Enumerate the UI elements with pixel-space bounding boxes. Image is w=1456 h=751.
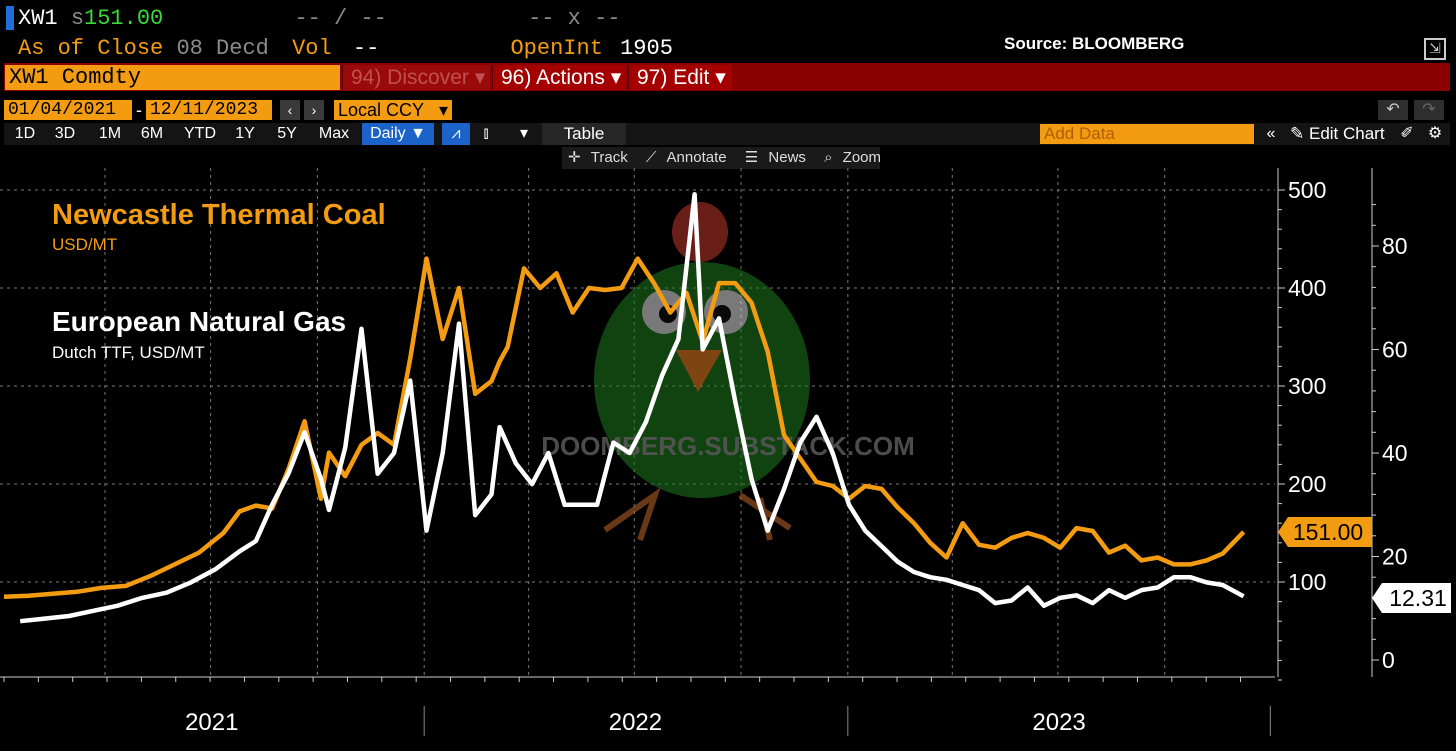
mascot-watermark [594,202,810,541]
end-date-field[interactable]: 12/11/2023 [146,100,272,120]
next-period-button[interactable]: › [304,100,324,120]
vol-value: -- [352,36,380,61]
track-tool[interactable]: ✛ Track [568,149,628,166]
chevron-right-icon: › [311,102,317,118]
y-tick-label-left: 500 [1288,177,1326,203]
range-1d[interactable]: 1D [14,125,36,142]
y-tick-label-right: 20 [1382,544,1408,570]
legend-coal-title: Newcastle Thermal Coal [52,199,386,231]
add-data-input[interactable]: Add Data [1040,124,1254,144]
range-ytd[interactable]: YTD [184,125,216,142]
last-price: 151.00 [84,6,164,31]
x-tick-label: 2023 [1032,709,1085,736]
watermark-text: DOOMBERG.SUBSTACK.COM [541,431,915,461]
openint-value: 1905 [620,36,673,61]
as-of-date: 08 Decd [176,36,269,61]
edit-chart-button[interactable]: ✎ Edit Chart [1290,123,1385,145]
legend-coal-unit: USD/MT [52,235,117,254]
collapse-icon[interactable]: « [1266,125,1276,142]
undo-button[interactable]: ↶ [1378,100,1408,120]
range-6m[interactable]: 6M [140,125,164,142]
range-3d[interactable]: 3D [54,125,76,142]
coal-last-value: 151.00 [1293,519,1363,545]
range-value: -- x -- [528,6,621,31]
y-tick-label-left: 400 [1288,275,1326,301]
edit-menu[interactable]: 97) Edit ▾ [628,65,732,90]
annotate-label: Annotate [666,149,727,166]
popout-icon[interactable]: ⇲ [1424,38,1446,60]
y-tick-label-right: 40 [1382,440,1408,466]
y-tick-label-right: 60 [1382,337,1408,363]
price-prefix: s [70,6,85,31]
currency-select[interactable]: Local CCY ▾ [334,100,452,120]
prev-period-button[interactable]: ‹ [280,100,300,120]
legend-gas-unit: Dutch TTF, USD/MT [52,343,205,362]
ticker-short: XW1 [18,6,58,31]
news-label: News [768,149,806,166]
chart-tools: ✛ Track ⟋ Annotate ☰ News ⌕ Zoom [562,147,881,169]
chevron-left-icon: ‹ [287,102,293,118]
security-header: XW1 s151.00 -- / -- -- x -- [6,6,620,31]
x-tick-label: 2021 [185,709,238,736]
axes: 2021 2022 2023 100 200 300 400 500 0 20 40 60 80 [0,168,1408,736]
source-label: Source: BLOOMBERG [1004,34,1185,53]
legend-gas-title: European Natural Gas [52,306,346,337]
discover-menu[interactable]: 94) Discover ▾ [342,65,490,90]
line-chart-icon[interactable]: ⩘ [442,123,470,145]
vol-label: Vol [292,36,332,61]
date-separator: - [136,100,142,120]
y-tick-label-left: 100 [1288,569,1326,595]
y-tick-label-right: 80 [1382,233,1408,259]
last-value-tags: 151.00 12.31 [1278,517,1451,613]
undo-icon: ↶ [1386,101,1400,118]
as-of-label: As of Close [18,36,164,61]
range-5y[interactable]: 5Y [277,125,297,142]
pencil-icon: ✎ [1290,124,1305,143]
redo-button[interactable]: ↷ [1414,100,1444,120]
legend: Newcastle Thermal Coal USD/MT European N… [52,199,386,362]
y-tick-label-left: 300 [1288,373,1326,399]
coal-last-value-tag [1278,517,1372,548]
edit-chart-label: Edit Chart [1308,124,1385,143]
currency-value: Local CCY [338,100,425,120]
zoom-tool[interactable]: ⌕ Zoom [824,149,882,166]
range-1m[interactable]: 1M [98,125,122,142]
chart-type-dropdown-icon[interactable]: ▾ [519,125,529,142]
y-tick-label-left: 200 [1288,471,1326,497]
redo-icon: ↷ [1422,101,1436,118]
news-tool[interactable]: ☰ News [744,149,806,166]
series-lines [3,192,1246,624]
table-button[interactable]: Table [542,123,626,145]
start-date-field[interactable]: 01/04/2021 [4,100,132,120]
range-1y[interactable]: 1Y [235,125,255,142]
quote-info-row: As of Close 08 Decd Vol -- OpenInt 1905 [18,36,673,61]
annotate-tool[interactable]: ⟋ Annotate [645,149,727,166]
annotate-edit-icon[interactable]: ✐ [1400,125,1414,142]
range-max[interactable]: Max [318,125,350,142]
security-indicator [6,6,14,31]
change-value: -- / -- [294,6,387,31]
zoom-label: Zoom [842,149,882,166]
gas-series-line [19,192,1245,624]
frequency-select[interactable]: Daily ▼ [362,123,434,145]
gas-last-value-tag [1372,583,1451,613]
track-label: Track [590,149,628,166]
chevron-down-icon: ▾ [438,100,448,120]
openint-label: OpenInt [510,36,603,61]
x-tick-label: 2022 [609,709,662,736]
actions-menu[interactable]: 96) Actions ▾ [492,65,626,90]
gas-last-value: 12.31 [1389,585,1447,611]
gear-icon[interactable]: ⚙ [1427,125,1443,142]
y-tick-label-right: 0 [1382,647,1395,673]
ticker-input[interactable]: XW1 Comdty [5,65,340,90]
bar-chart-icon[interactable]: ⫾ [483,125,489,142]
